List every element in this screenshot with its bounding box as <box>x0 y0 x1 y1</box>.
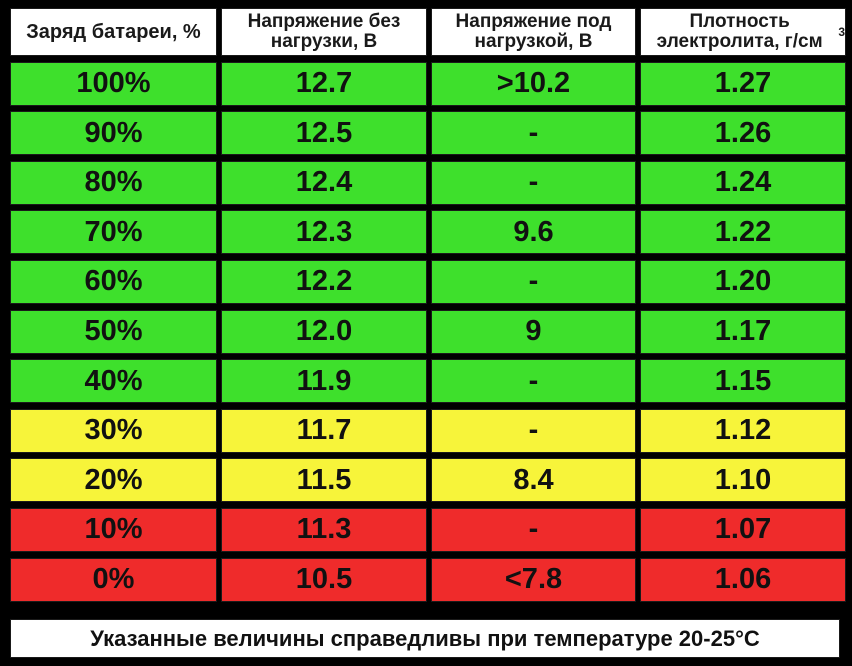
table-cell-charge: 20% <box>10 458 217 503</box>
table-cell-open-voltage: 10.5 <box>221 557 427 602</box>
header-density-text: Плотность электролита, г/см <box>656 11 823 52</box>
table-cell-density: 1.26 <box>640 111 846 156</box>
table-cell-charge: 60% <box>10 259 217 304</box>
table-cell-open-voltage: 12.2 <box>221 259 427 304</box>
table-cell-charge: 70% <box>10 210 217 255</box>
table-cell-open-voltage: 12.0 <box>221 309 427 354</box>
table-cell-open-voltage: 12.4 <box>221 160 427 205</box>
table-cell-charge: 30% <box>10 408 217 453</box>
table-cell-load-voltage: - <box>431 111 636 156</box>
table-cell-open-voltage: 11.5 <box>221 458 427 503</box>
table-cell-charge: 10% <box>10 507 217 552</box>
table-cell-open-voltage: 11.7 <box>221 408 427 453</box>
table-cell-density: 1.17 <box>640 309 846 354</box>
table-cell-density: 1.06 <box>640 557 846 602</box>
table-cell-density: 1.07 <box>640 507 846 552</box>
header-load-voltage: Напряжение под нагрузкой, В <box>431 8 636 56</box>
table-cell-density: 1.10 <box>640 458 846 503</box>
table-cell-density: 1.15 <box>640 359 846 404</box>
table-cell-charge: 0% <box>10 557 217 602</box>
table-cell-load-voltage: - <box>431 408 636 453</box>
table-cell-load-voltage: - <box>431 160 636 205</box>
table-cell-load-voltage: 8.4 <box>431 458 636 503</box>
table-cell-charge: 40% <box>10 359 217 404</box>
table-cell-density: 1.27 <box>640 61 846 106</box>
table-cell-open-voltage: 11.3 <box>221 507 427 552</box>
battery-charge-table: Заряд батареи, % Напряжение без нагрузки… <box>10 8 846 602</box>
table-cell-density: 1.12 <box>640 408 846 453</box>
temperature-note: Указанные величины справедливы при темпе… <box>10 619 840 658</box>
header-charge: Заряд батареи, % <box>10 8 217 56</box>
table-cell-charge: 100% <box>10 61 217 106</box>
table-cell-charge: 90% <box>10 111 217 156</box>
table-cell-charge: 80% <box>10 160 217 205</box>
table-cell-open-voltage: 12.5 <box>221 111 427 156</box>
table-cell-open-voltage: 12.7 <box>221 61 427 106</box>
table-cell-load-voltage: >10.2 <box>431 61 636 106</box>
table-cell-load-voltage: 9 <box>431 309 636 354</box>
header-density: Плотность электролита, г/см 3 <box>640 8 846 56</box>
table-cell-density: 1.22 <box>640 210 846 255</box>
table-cell-open-voltage: 12.3 <box>221 210 427 255</box>
table-cell-open-voltage: 11.9 <box>221 359 427 404</box>
table-cell-load-voltage: - <box>431 507 636 552</box>
table-cell-load-voltage: 9.6 <box>431 210 636 255</box>
table-cell-density: 1.20 <box>640 259 846 304</box>
header-open-voltage: Напряжение без нагрузки, В <box>221 8 427 56</box>
table-cell-load-voltage: - <box>431 359 636 404</box>
table-cell-load-voltage: - <box>431 259 636 304</box>
table-cell-charge: 50% <box>10 309 217 354</box>
table-cell-load-voltage: <7.8 <box>431 557 636 602</box>
table-cell-density: 1.24 <box>640 160 846 205</box>
